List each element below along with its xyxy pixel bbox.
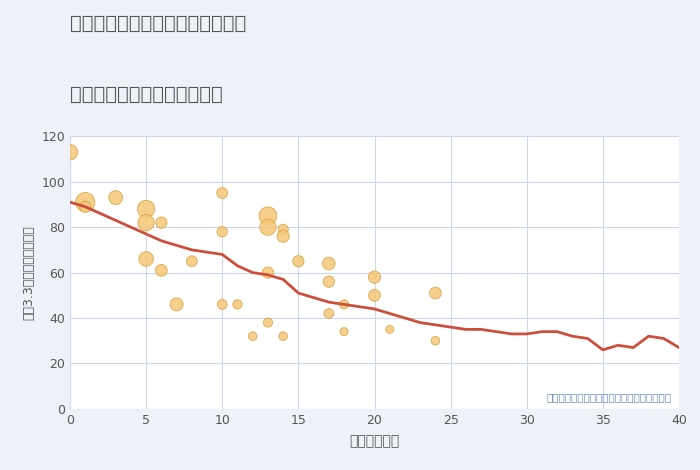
Point <box>277 226 289 233</box>
Point <box>277 332 289 340</box>
X-axis label: 築年数（年）: 築年数（年） <box>349 434 400 448</box>
Text: 岐阜県揖斐郡揖斐川町谷汲岐礼の: 岐阜県揖斐郡揖斐川町谷汲岐礼の <box>70 14 246 33</box>
Point <box>323 260 335 267</box>
Point <box>80 203 91 211</box>
Point <box>339 301 350 308</box>
Point <box>262 212 274 219</box>
Text: 円の大きさは、取引のあった物件面積を示す: 円の大きさは、取引のあった物件面積を示す <box>547 392 671 402</box>
Point <box>171 301 182 308</box>
Point <box>293 258 304 265</box>
Point <box>156 219 167 227</box>
Point <box>430 290 441 297</box>
Text: 築年数別中古マンション価格: 築年数別中古マンション価格 <box>70 85 223 103</box>
Point <box>217 228 228 235</box>
Point <box>64 149 76 156</box>
Point <box>141 255 152 263</box>
Y-axis label: 坪（3.3㎡）単価（万円）: 坪（3.3㎡）単価（万円） <box>22 225 36 320</box>
Point <box>186 258 197 265</box>
Point <box>339 328 350 336</box>
Point <box>262 319 274 326</box>
Point <box>217 301 228 308</box>
Point <box>80 198 91 206</box>
Point <box>217 189 228 197</box>
Point <box>110 194 121 201</box>
Point <box>156 266 167 274</box>
Point <box>384 326 395 333</box>
Point <box>141 219 152 227</box>
Point <box>369 274 380 281</box>
Point <box>141 205 152 213</box>
Point <box>247 332 258 340</box>
Point <box>262 269 274 276</box>
Point <box>232 301 243 308</box>
Point <box>430 337 441 345</box>
Point <box>262 223 274 231</box>
Point <box>323 278 335 285</box>
Point <box>323 310 335 317</box>
Point <box>369 291 380 299</box>
Point <box>277 233 289 240</box>
